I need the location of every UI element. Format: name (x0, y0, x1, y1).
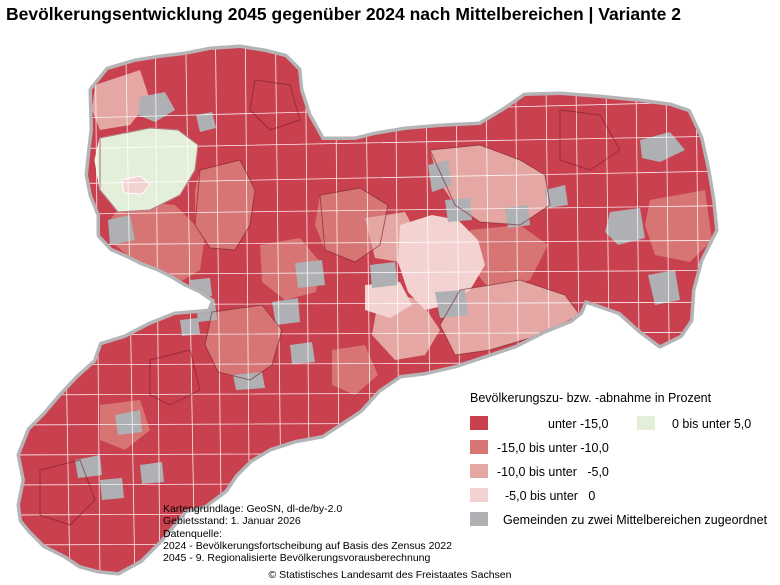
legend-swatch-shared (470, 512, 488, 526)
region-leipzig-center (121, 175, 151, 195)
region-class-15-10 (195, 160, 255, 250)
region-class-15-10 (332, 345, 378, 395)
region-class-15-10 (645, 190, 712, 262)
source-line-5: 2045 - 9. Regionalisierte Bevölkerungsvo… (163, 552, 431, 565)
legend-label-10-5: -10,0 bis unter -5,0 (497, 465, 609, 479)
source-line-3: Datenquelle: (163, 527, 222, 540)
legend-label-5-0: -5,0 bis unter 0 (505, 489, 596, 503)
legend-label-0-5: 0 bis unter 5,0 (672, 417, 752, 431)
source-block: Kartengrundlage: GeoSN, dl-de/by-2.0 Geb… (163, 503, 452, 564)
region-class-10-5 (92, 70, 150, 130)
region-class-15-10 (315, 188, 388, 262)
source-line-4: 2024 - Bevölkerungsfortscheibung auf Bas… (163, 539, 452, 552)
map-title: Bevölkerungsentwicklung 2045 gegenüber 2… (6, 4, 681, 24)
legend-swatch-10-5 (470, 464, 488, 478)
region-class-15-10 (205, 305, 282, 380)
region-class-15-10 (110, 200, 205, 285)
copyright: © Statistisches Landesamt des Freistaate… (268, 569, 512, 581)
region-class-5-0 (398, 215, 485, 310)
region-class-5-0 (365, 282, 412, 318)
legend-label-15-10: -15,0 bis unter -10,0 (497, 441, 609, 455)
legend-label-shared: Gemeinden zu zwei Mittelbereichen zugeor… (503, 513, 768, 527)
legend-swatch-0-5 (637, 416, 655, 430)
legend-swatch-under-15 (470, 416, 488, 430)
source-line-2: Gebietsstand: 1. Januar 2026 (163, 515, 301, 528)
source-line-1: Kartengrundlage: GeoSN, dl-de/by-2.0 (163, 503, 343, 515)
legend-label-under-15: unter -15,0 (548, 417, 609, 431)
legend-swatch-5-0 (470, 488, 488, 502)
region-class-10-5 (440, 280, 580, 355)
legend-swatch-15-10 (470, 440, 488, 454)
legend-title: Bevölkerungszu- bzw. -abnahme in Prozent (470, 391, 712, 405)
